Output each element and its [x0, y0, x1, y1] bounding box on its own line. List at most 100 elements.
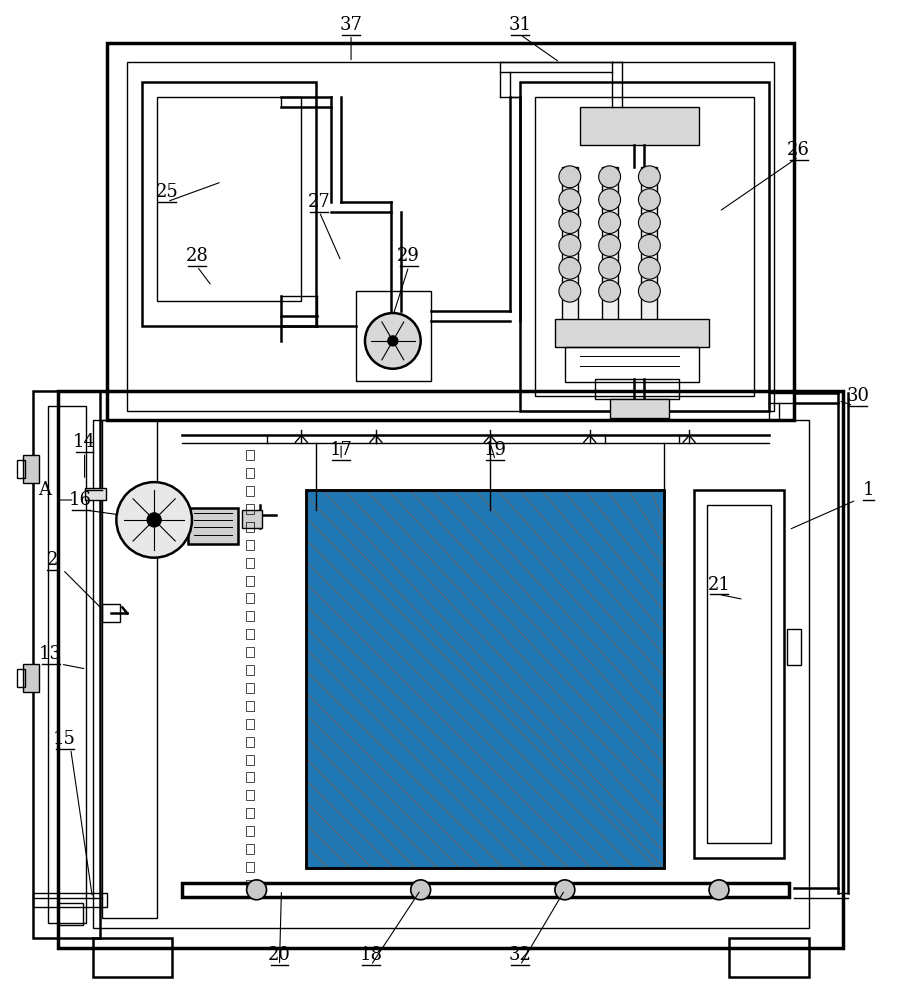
- Bar: [182, 883, 788, 897]
- Circle shape: [559, 212, 581, 233]
- Circle shape: [709, 880, 729, 900]
- Circle shape: [365, 313, 421, 369]
- Bar: [32, 391, 100, 938]
- Text: 1: 1: [862, 481, 874, 499]
- Bar: [579, 107, 699, 145]
- Bar: [246, 683, 253, 693]
- Bar: [48, 406, 86, 923]
- Bar: [787, 629, 801, 665]
- Text: 21: 21: [707, 576, 731, 594]
- Text: 20: 20: [268, 946, 291, 964]
- Circle shape: [639, 257, 660, 279]
- Bar: [246, 504, 253, 514]
- Circle shape: [555, 880, 575, 900]
- Circle shape: [116, 482, 192, 558]
- Circle shape: [559, 280, 581, 302]
- Bar: [58, 903, 83, 925]
- Bar: [707, 505, 770, 843]
- Bar: [246, 826, 253, 836]
- Text: 18: 18: [359, 946, 382, 964]
- Text: 29: 29: [397, 247, 420, 265]
- Bar: [602, 167, 617, 321]
- Text: 25: 25: [156, 183, 178, 201]
- Bar: [246, 862, 253, 872]
- Circle shape: [639, 280, 660, 302]
- Text: 26: 26: [787, 141, 810, 159]
- Bar: [356, 291, 431, 381]
- Text: 14: 14: [73, 433, 96, 451]
- Text: 27: 27: [308, 193, 331, 211]
- Bar: [246, 772, 253, 782]
- Bar: [127, 62, 774, 410]
- Circle shape: [247, 880, 267, 900]
- Circle shape: [559, 189, 581, 211]
- Text: 13: 13: [40, 645, 62, 663]
- Circle shape: [147, 513, 161, 527]
- Bar: [246, 665, 253, 675]
- Bar: [246, 558, 253, 568]
- Text: A: A: [38, 481, 51, 499]
- Bar: [142, 82, 316, 326]
- Bar: [246, 540, 253, 550]
- Bar: [241, 510, 261, 528]
- Circle shape: [639, 234, 660, 256]
- Bar: [246, 629, 253, 639]
- Circle shape: [598, 189, 621, 211]
- Bar: [246, 486, 253, 496]
- Bar: [535, 97, 754, 396]
- Bar: [103, 420, 157, 918]
- Bar: [246, 880, 253, 890]
- Text: 17: 17: [330, 441, 352, 459]
- Text: 19: 19: [484, 441, 506, 459]
- Text: 28: 28: [186, 247, 208, 265]
- Circle shape: [598, 257, 621, 279]
- Bar: [642, 167, 658, 321]
- Circle shape: [639, 166, 660, 188]
- Circle shape: [598, 212, 621, 233]
- Circle shape: [559, 234, 581, 256]
- Bar: [246, 647, 253, 657]
- Bar: [694, 490, 784, 858]
- Bar: [306, 490, 664, 868]
- Bar: [246, 611, 253, 621]
- Bar: [306, 490, 664, 868]
- Bar: [85, 488, 106, 500]
- Bar: [107, 43, 794, 420]
- Bar: [246, 719, 253, 729]
- Circle shape: [639, 189, 660, 211]
- Bar: [58, 391, 843, 948]
- Bar: [188, 508, 238, 544]
- Text: 2: 2: [47, 551, 59, 569]
- Text: 15: 15: [53, 730, 76, 748]
- Bar: [157, 97, 301, 301]
- Bar: [306, 490, 664, 868]
- Circle shape: [559, 257, 581, 279]
- Bar: [246, 737, 253, 747]
- Bar: [610, 399, 669, 418]
- Circle shape: [598, 234, 621, 256]
- Circle shape: [598, 166, 621, 188]
- Text: 32: 32: [509, 946, 532, 964]
- Bar: [520, 82, 769, 410]
- Bar: [562, 167, 578, 321]
- Bar: [32, 893, 107, 907]
- Circle shape: [411, 880, 431, 900]
- Bar: [103, 604, 121, 622]
- Bar: [565, 347, 699, 382]
- Circle shape: [598, 280, 621, 302]
- Bar: [17, 669, 25, 687]
- Bar: [93, 938, 172, 977]
- Text: 31: 31: [508, 16, 532, 34]
- Bar: [93, 420, 808, 928]
- Bar: [246, 790, 253, 800]
- Bar: [595, 379, 679, 399]
- Text: 16: 16: [69, 491, 92, 509]
- Bar: [23, 455, 39, 483]
- Bar: [246, 755, 253, 765]
- Bar: [246, 593, 253, 603]
- Bar: [246, 808, 253, 818]
- Text: 37: 37: [340, 16, 362, 34]
- Text: 30: 30: [847, 387, 869, 405]
- Bar: [246, 468, 253, 478]
- Circle shape: [639, 212, 660, 233]
